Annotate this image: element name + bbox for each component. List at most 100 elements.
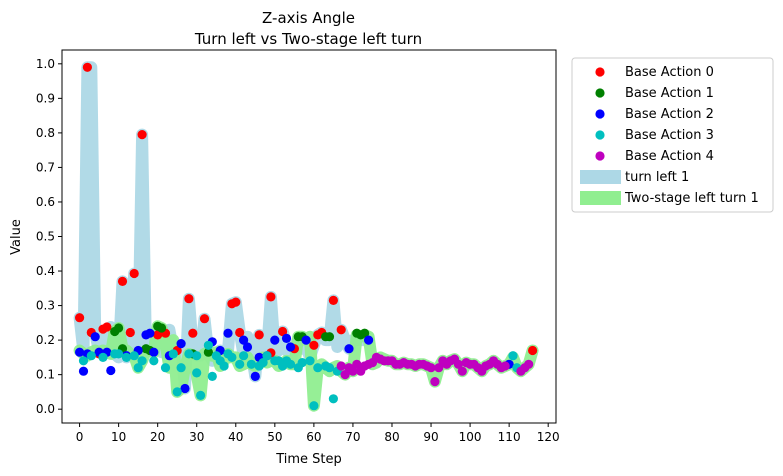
- point-s3-1: [86, 351, 96, 361]
- point-s3-14: [184, 349, 194, 359]
- y-axis-label: Value: [9, 219, 24, 255]
- point-s1-6: [157, 323, 167, 333]
- point-s2-10: [145, 328, 155, 338]
- x-tick-label-2: 20: [150, 430, 165, 444]
- point-s4-23: [426, 363, 436, 373]
- legend-marker-4: [595, 151, 605, 161]
- point-s0-17: [231, 297, 241, 307]
- y-tick-label-0: 0.0: [36, 402, 55, 416]
- point-s3-17: [196, 390, 206, 400]
- x-tick-label-5: 50: [267, 430, 282, 444]
- point-s2-26: [301, 335, 311, 345]
- point-s3-24: [227, 352, 237, 362]
- point-s3-6: [129, 351, 139, 361]
- legend-band-swatch-0: [580, 170, 621, 184]
- point-s0-27: [328, 295, 338, 305]
- y-tick-label-5: 0.5: [36, 230, 55, 244]
- point-s1-8: [203, 347, 213, 357]
- x-axis: 0 10 20 30 40 50 60 70 80 90 100 110 120: [76, 423, 560, 444]
- y-tick-label-7: 0.7: [36, 160, 55, 174]
- point-s3-40: [313, 363, 323, 373]
- point-s4-42: [500, 361, 510, 371]
- point-s2-14: [180, 383, 190, 394]
- legend-band-label-1: Two-stage left turn 1: [624, 191, 759, 206]
- point-s3-16: [192, 368, 202, 378]
- point-s2-23: [270, 335, 280, 345]
- point-s3-42: [324, 363, 335, 373]
- legend-band-swatch-1: [580, 191, 621, 205]
- point-s3-25: [235, 359, 245, 369]
- point-s0-0: [75, 313, 85, 323]
- x-tick-label-12: 120: [537, 430, 560, 444]
- point-s0-28: [336, 325, 346, 335]
- point-s0-22: [278, 326, 288, 337]
- point-s4-25: [434, 363, 444, 373]
- x-tick-label-4: 40: [228, 430, 243, 444]
- point-s3-35: [285, 359, 296, 369]
- point-s4-24: [430, 377, 440, 387]
- point-s2-17: [223, 328, 233, 338]
- y-tick-label-9: 0.9: [36, 91, 55, 105]
- point-s4-0: [336, 361, 346, 371]
- legend-label-0: Base Action 0: [625, 65, 714, 80]
- point-s2-20: [250, 371, 260, 381]
- point-s3-15: [192, 351, 202, 361]
- point-s3-0: [78, 356, 89, 366]
- point-s0-13: [184, 294, 194, 304]
- point-s2-28: [364, 335, 374, 345]
- legend-marker-0: [595, 67, 605, 77]
- point-s3-5: [121, 352, 131, 362]
- point-s3-27: [246, 359, 256, 369]
- point-s0-10: [153, 330, 163, 340]
- series-0: [75, 62, 538, 359]
- point-s0-18: [235, 327, 245, 338]
- y-axis: 0.0 0.1 0.2 0.3 0.4 0.5 0.6 0.7 0.8 0.9 1.0: [36, 57, 62, 416]
- legend-frame: [571, 57, 774, 213]
- point-s4-4: [352, 359, 362, 369]
- point-s0-1: [82, 62, 92, 72]
- legend-label-3: Base Action 3: [625, 128, 714, 143]
- point-s2-3: [90, 332, 100, 342]
- point-s2-18: [239, 335, 249, 345]
- point-s3-9: [149, 356, 159, 366]
- point-s2-11: [149, 347, 159, 357]
- point-s4-30: [453, 359, 463, 369]
- legend-marker-2: [595, 109, 605, 119]
- point-s0-9: [137, 130, 147, 140]
- point-s2-6: [106, 365, 116, 376]
- x-tick-label-0: 0: [76, 430, 84, 444]
- point-s2-0: [75, 347, 85, 357]
- point-s3-10: [160, 363, 171, 373]
- y-tick-label-10: 1.0: [36, 57, 55, 71]
- y-tick-label-3: 0.3: [36, 299, 55, 313]
- point-s3-2: [98, 352, 108, 362]
- legend: Base Action 0 Base Action 1 Base Action 2 B…: [571, 57, 774, 213]
- point-s0-24: [309, 340, 319, 350]
- legend-marker-1: [595, 88, 605, 98]
- point-s3-45: [508, 351, 518, 361]
- y-tick-label-2: 0.2: [36, 333, 55, 347]
- point-s4-1: [340, 370, 350, 380]
- x-tick-label-9: 90: [423, 430, 438, 444]
- y-tick-label-8: 0.8: [36, 126, 55, 140]
- point-s3-22: [219, 361, 229, 371]
- y-tick-label-4: 0.4: [36, 264, 55, 278]
- point-s2-24: [281, 333, 292, 343]
- x-axis-label: Time Step: [275, 452, 342, 467]
- point-s0-19: [254, 330, 264, 340]
- legend-label-4: Base Action 4: [625, 149, 714, 164]
- y-tick-label-6: 0.6: [36, 195, 55, 209]
- point-s2-27: [344, 344, 354, 354]
- point-s3-30: [262, 351, 272, 361]
- x-tick-label-11: 110: [498, 430, 521, 444]
- point-s0-6: [117, 276, 128, 286]
- chart-title-line-2: Turn left vs Two-stage left turn: [194, 30, 422, 48]
- point-s3-38: [305, 356, 315, 366]
- point-s0-5: [102, 322, 112, 332]
- x-tick-label-6: 60: [306, 430, 321, 444]
- x-tick-label-7: 70: [345, 430, 360, 444]
- point-s3-37: [297, 358, 307, 368]
- legend-label-1: Base Action 1: [625, 86, 714, 101]
- legend-band-label-0: turn left 1: [625, 170, 689, 185]
